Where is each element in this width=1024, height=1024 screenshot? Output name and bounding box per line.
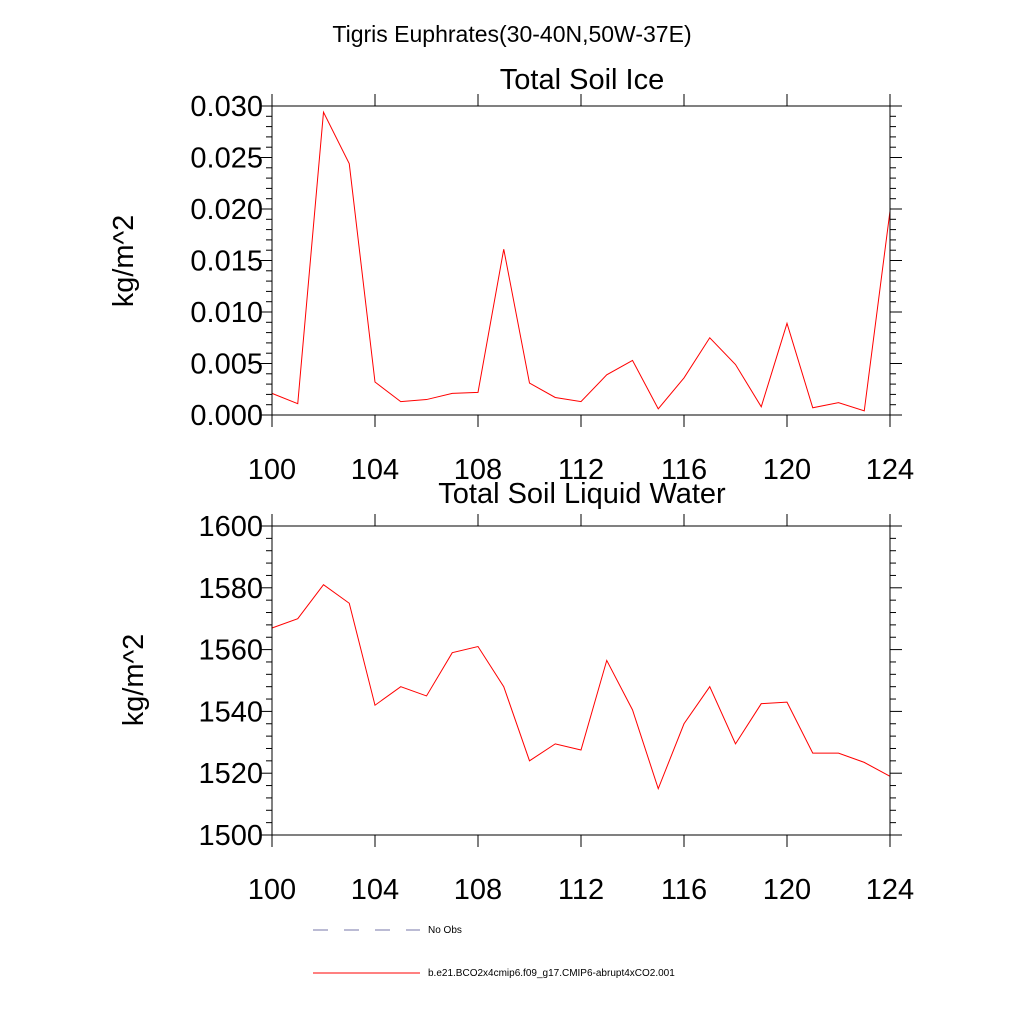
y-tick-label: 1560 [198, 635, 263, 667]
panel-title-soil-ice: Total Soil Ice [500, 64, 664, 96]
x-tick-label: 116 [661, 454, 707, 486]
plot-frame-soil-liquid-water [271, 525, 891, 836]
panel-title-soil-liquid-water: Total Soil Liquid Water [438, 478, 726, 510]
x-tick-label: 116 [661, 874, 707, 906]
panel-soil-liquid-water: Total Soil Liquid Water kg/m^2 100 104 108… [118, 478, 914, 906]
y-tick-label: 1540 [198, 696, 263, 728]
x-tick-label: 100 [248, 874, 296, 906]
x-tick-label: 108 [454, 454, 502, 486]
legend-label-model: b.e21.BCO2x4cmip6.f09_g17.CMIP6-abrupt4x… [428, 968, 675, 979]
x-tick-label: 104 [351, 454, 399, 486]
x-tick-label: 108 [454, 874, 502, 906]
y-tick-label: 0.030 [190, 91, 263, 123]
y-tick-label: 0.005 [190, 349, 263, 381]
x-tick-label: 124 [866, 874, 914, 906]
y-tick-label: 0.010 [190, 297, 263, 329]
x-tick-label: 100 [248, 454, 296, 486]
y-tick-label: 1520 [198, 758, 263, 790]
legend: No Obs b.e21.BCO2x4cmip6.f09_g17.CMIP6-a… [313, 925, 675, 979]
x-tick-label: 120 [763, 454, 811, 486]
y-tick-label: 1600 [198, 511, 263, 543]
x-tick-label: 124 [866, 454, 914, 486]
x-tick-label: 104 [351, 874, 399, 906]
legend-label-no-obs: No Obs [428, 925, 462, 936]
y-tick-label: 1500 [198, 820, 263, 852]
series-line-soil-ice [271, 110, 891, 412]
y-tick-label: 0.015 [190, 246, 263, 278]
series-line-soil-liquid-water [271, 584, 891, 791]
x-tick-label: 112 [558, 454, 604, 486]
y-axis-label-soil-liquid-water: kg/m^2 [118, 634, 150, 727]
main-title: Tigris Euphrates(30-40N,50W-37E) [332, 21, 691, 47]
y-tick-label: 1580 [198, 573, 263, 605]
panel-soil-ice: Total Soil Ice kg/m^2 100 104 108 112 116 120… [108, 64, 914, 486]
y-tick-label: 0.020 [190, 194, 263, 226]
x-tick-label: 120 [763, 874, 811, 906]
y-tick-label: 0.000 [190, 400, 263, 432]
y-tick-label: 0.025 [190, 143, 263, 175]
y-axis-label-soil-ice: kg/m^2 [108, 215, 140, 308]
x-tick-label: 112 [558, 874, 604, 906]
plot-frame-soil-ice [271, 105, 891, 416]
